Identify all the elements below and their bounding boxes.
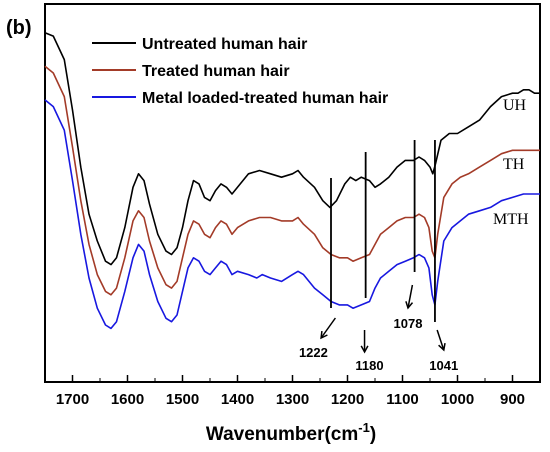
legend: Untreated human hair Treated human hair … (92, 36, 388, 107)
peak-label-1180: 1180 (355, 358, 383, 373)
x-axis-title: Wavenumber(cm-1) (206, 420, 376, 445)
peak-arrow-1222 (320, 317, 337, 339)
peak-label-1078: 1078 (394, 316, 423, 331)
x-tick-label-1500: 1500 (166, 391, 199, 408)
x-tick-label-1600: 1600 (111, 391, 144, 408)
x-tick-label-1700: 1700 (56, 391, 89, 408)
curve-label-th: TH (503, 156, 525, 173)
legend-label-treated: Treated human hair (142, 63, 290, 80)
series-line-th (44, 65, 540, 296)
x-axis-ticks: 1700 1600 1500 1400 1300 1200 1100 1000 900 (44, 375, 541, 408)
x-tick-label-1000: 1000 (441, 391, 474, 408)
plot-frame (44, 3, 541, 383)
peak-label-1041: 1041 (429, 358, 458, 373)
x-tick-label-1100: 1100 (386, 391, 419, 408)
curve-label-uh: UH (503, 97, 527, 114)
legend-label-untreated: Untreated human hair (142, 36, 307, 53)
x-tick-label-1400: 1400 (221, 391, 254, 408)
peak-arrow-1041 (436, 329, 445, 351)
peak-label-1222: 1222 (299, 345, 328, 360)
series-line-uh (44, 31, 540, 266)
series-group (44, 31, 540, 330)
peak-markers: 1222 1180 1078 1041 (299, 140, 458, 373)
peak-arrowhead-1041 (438, 342, 446, 352)
peak-arrowhead-1078 (405, 301, 414, 310)
x-tick-label-1200: 1200 (331, 391, 364, 408)
peak-arrowhead-1222 (320, 331, 328, 340)
series-line-mth (44, 99, 540, 330)
x-tick-label-900: 900 (500, 391, 525, 408)
x-tick-label-1300: 1300 (276, 391, 309, 408)
peak-arrowhead-1180 (360, 345, 369, 354)
legend-label-metal-loaded: Metal loaded-treated human hair (142, 90, 388, 107)
curve-label-mth: MTH (493, 211, 529, 228)
peak-arrow-1078 (407, 284, 414, 309)
panel-label: (b) (6, 17, 32, 39)
